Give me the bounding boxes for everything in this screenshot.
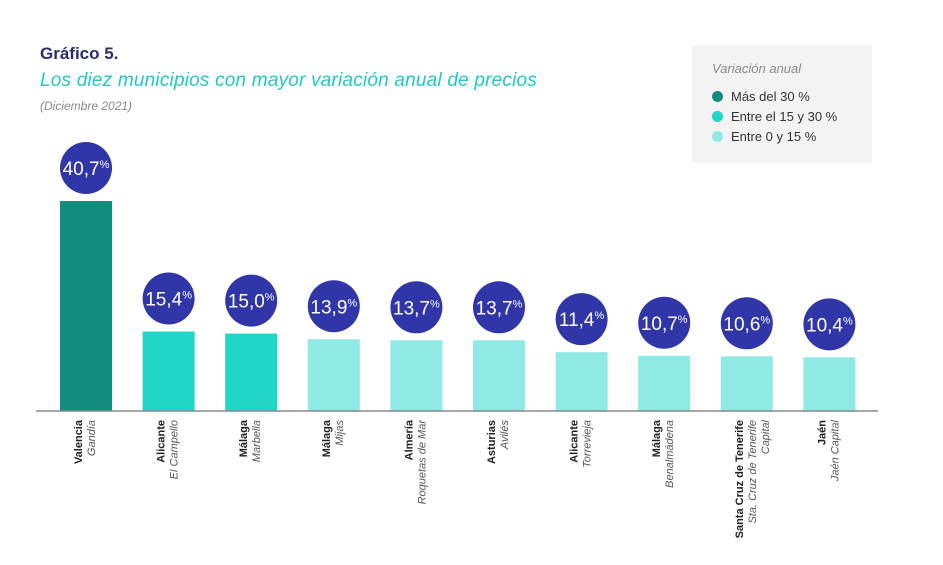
bar <box>225 333 278 411</box>
tick-label: AlicanteEl Campello <box>156 420 181 479</box>
tick-label: AlicanteTorrevieja <box>569 420 594 468</box>
chart-date-note: (Diciembre 2021) <box>40 99 133 113</box>
bar <box>142 331 195 411</box>
value-bubble <box>142 272 195 325</box>
legend-label: Entre 0 y 15 % <box>731 128 817 144</box>
legend-label: Más del 30 % <box>731 88 810 104</box>
tick-label: MálagaBenalmádena <box>651 419 676 488</box>
bar <box>60 201 112 411</box>
legend-swatch-medium <box>712 110 723 122</box>
data-label: 10,7% <box>641 314 688 335</box>
value-bubble <box>720 297 773 350</box>
legend-swatch-light <box>712 130 723 142</box>
value-bubble <box>307 280 360 333</box>
legend-swatch-dark <box>712 90 723 102</box>
bar <box>473 340 525 411</box>
legend: Variación anual Más del 30 % Entre el 15… <box>692 45 872 163</box>
value-bubble <box>390 281 443 334</box>
legend-item: Entre 0 y 15 % <box>712 128 816 144</box>
value-bubble <box>803 298 856 351</box>
legend-title: Variación anual <box>712 61 802 76</box>
tick-label: MálagaMijas <box>321 419 346 457</box>
chart-title: Gráfico 5. <box>40 44 119 63</box>
value-bubble <box>225 274 278 327</box>
bar <box>555 352 608 411</box>
value-bubble <box>555 293 608 346</box>
legend-label: Entre el 15 y 30 % <box>731 108 838 124</box>
tick-label: ValenciaGandía <box>73 419 98 464</box>
legend-item: Más del 30 % <box>712 88 810 104</box>
value-bubble <box>638 296 691 349</box>
data-label: 11,4% <box>559 310 605 331</box>
data-label: 13,9% <box>310 297 357 318</box>
value-bubble <box>60 142 112 194</box>
tick-label: JaénJaén Capital <box>816 419 841 482</box>
data-label: 40,7% <box>63 159 110 180</box>
bar <box>307 339 360 411</box>
data-label: 13,7% <box>393 298 440 319</box>
data-label: 15,4% <box>145 290 192 311</box>
bar <box>803 357 856 411</box>
data-label: 10,4% <box>806 315 853 336</box>
value-bubble <box>473 281 525 334</box>
tick-label: AlmeríaRoquetas de Mar <box>403 419 428 505</box>
tick-label: Santa Cruz de TenerifeSta. Cruz de Tener… <box>734 419 772 538</box>
legend-item: Entre el 15 y 30 % <box>712 108 837 124</box>
data-label: 15,0% <box>228 292 275 313</box>
data-label: 13,7% <box>476 298 523 319</box>
bar <box>720 356 773 411</box>
tick-label: MálagaMarbella <box>238 419 263 462</box>
chart-subtitle: Los diez municipios con mayor variación … <box>40 70 538 91</box>
tick-label: AsturiasAvilés <box>486 420 511 465</box>
bar <box>390 340 443 411</box>
bar <box>638 355 691 411</box>
data-label: 10,6% <box>723 314 770 335</box>
